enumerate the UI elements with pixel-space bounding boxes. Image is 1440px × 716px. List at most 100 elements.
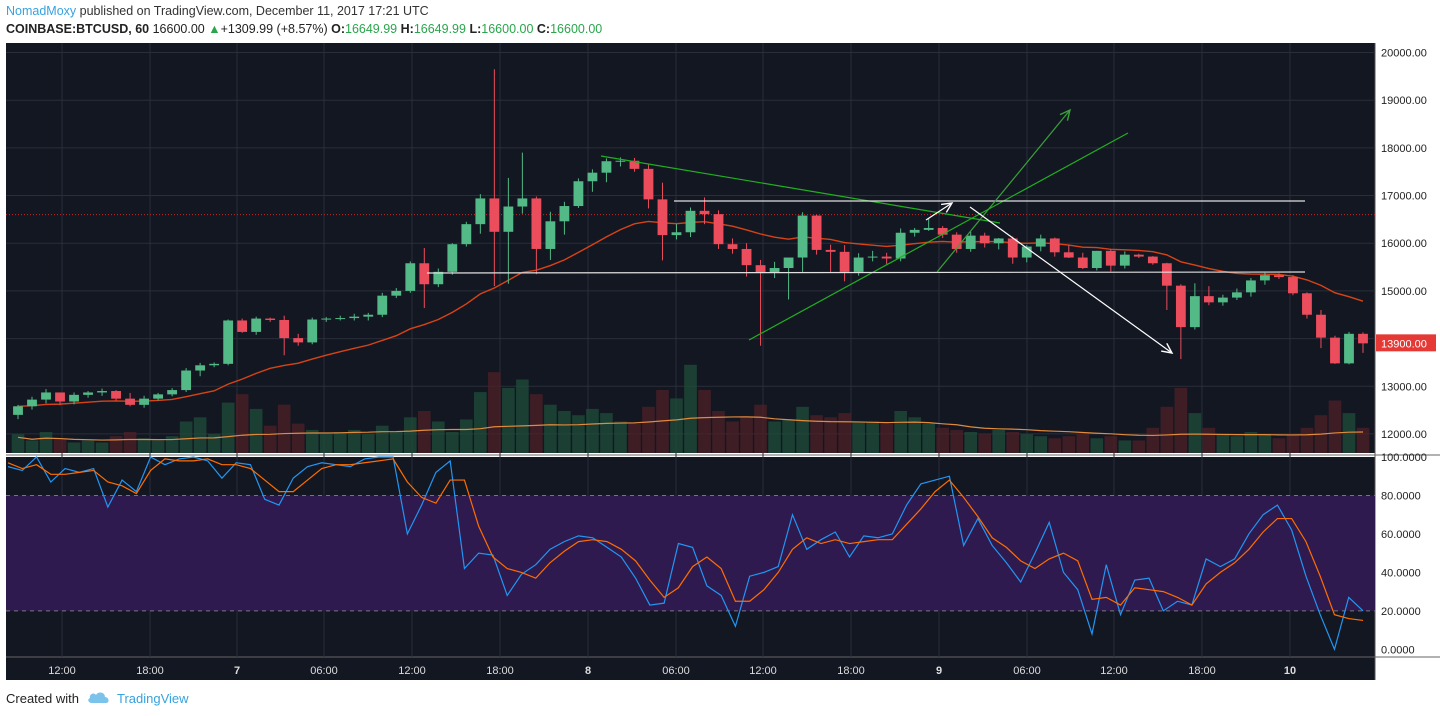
price-scale <box>1375 43 1440 680</box>
volume-bar <box>950 429 964 453</box>
candle-body <box>559 206 570 222</box>
volume-bar <box>67 442 81 453</box>
volume-bar <box>922 423 935 453</box>
volume-bar <box>1104 436 1118 453</box>
candle-body <box>405 263 416 291</box>
volume-bar <box>782 419 795 453</box>
volume-bar <box>894 411 907 453</box>
volume-bar <box>852 421 865 453</box>
volume-bar <box>1230 436 1244 453</box>
candle-body <box>307 319 318 343</box>
candle-body <box>111 391 121 399</box>
open-label: O: <box>331 22 345 36</box>
candle-body <box>1288 277 1298 294</box>
price-tick-label: 20000.00 <box>1381 48 1427 60</box>
volume-bar <box>1342 413 1356 453</box>
volume-bar <box>403 417 417 453</box>
volume-bar <box>1090 438 1104 453</box>
volume-bar <box>1006 432 1020 453</box>
volume-bar <box>908 417 921 453</box>
volume-bar <box>838 413 851 453</box>
low-label: L: <box>469 22 482 36</box>
volume-bar <box>614 421 627 453</box>
stoch-band <box>6 495 1375 611</box>
author-link[interactable]: NomadMoxy <box>6 4 77 18</box>
volume-bar <box>333 432 347 453</box>
candle-body <box>335 318 346 320</box>
interval-label: 60 <box>135 22 150 36</box>
volume-bar <box>1132 440 1146 453</box>
volume-bar <box>992 429 1006 453</box>
candle-body <box>797 215 808 258</box>
candle-body <box>447 244 458 272</box>
volume-bar <box>810 415 823 453</box>
candle-body <box>671 232 682 236</box>
high-label: H: <box>400 22 414 36</box>
candle-body <box>965 235 976 249</box>
time-tick-label: 7 <box>234 665 240 677</box>
candle-body <box>27 399 37 407</box>
candle-body <box>1119 254 1130 266</box>
candle-body <box>685 210 696 233</box>
low-value: 16600.00 <box>481 22 534 36</box>
volume-bar <box>347 429 361 453</box>
volume-bar <box>81 440 95 453</box>
volume-bar <box>586 408 599 453</box>
candle-body <box>1302 293 1312 315</box>
volume-bar <box>502 387 515 453</box>
candle-body <box>503 206 514 232</box>
volume-bar <box>179 421 193 453</box>
price-chart[interactable]: 20000.00 19000.00 18000.00 17000.00 16000.00… <box>0 40 1440 685</box>
candle-body <box>1147 256 1158 264</box>
price-tick-label: 13000.00 <box>1381 381 1427 393</box>
change-value: +1309.99 (+8.57%) <box>220 22 328 36</box>
volume-bar <box>1160 406 1174 453</box>
stoch-tick-label: 20.0000 <box>1381 606 1421 618</box>
candle-body <box>937 227 948 235</box>
candle-body <box>1035 238 1046 247</box>
time-tick-label: 10 <box>1284 665 1296 677</box>
candle-body <box>993 238 1004 244</box>
candle-body <box>531 198 542 249</box>
volume-bar <box>460 419 473 453</box>
volume-bar <box>600 413 613 453</box>
candle-body <box>55 392 65 402</box>
volume-bar <box>432 421 445 453</box>
volume-bar <box>530 394 543 453</box>
volume-bar <box>936 427 949 453</box>
open-value: 16649.99 <box>345 22 398 36</box>
stoch-d-line <box>7 458 1364 622</box>
green-arrow-head <box>1059 108 1072 121</box>
candle-body <box>545 221 556 249</box>
candle-body <box>979 235 990 244</box>
volume-bar <box>1328 400 1342 453</box>
candle-body <box>699 210 710 215</box>
candle-body <box>657 199 668 236</box>
tradingview-brand-link[interactable]: TradingView <box>116 691 189 706</box>
last-price: 16600.00 <box>152 22 205 36</box>
candle-body <box>363 314 374 317</box>
candle-body <box>853 257 864 272</box>
green-trendline <box>600 155 1001 224</box>
volume-bar <box>1286 434 1300 453</box>
high-value: 16649.99 <box>413 22 466 36</box>
candle-body <box>321 318 332 320</box>
candle-body <box>1330 337 1340 364</box>
volume-bar <box>474 392 487 453</box>
time-tick-label: 8 <box>585 665 591 677</box>
stoch-tick-label: 0.0000 <box>1381 644 1415 656</box>
time-tick-label: 18:00 <box>486 665 514 677</box>
candle-body <box>167 390 178 395</box>
volume-bar <box>670 398 683 453</box>
time-tick-label: 06:00 <box>1013 665 1041 677</box>
candle-body <box>783 257 794 269</box>
candle-body <box>489 198 500 232</box>
volume-bar <box>866 421 879 453</box>
candle-body <box>909 229 920 233</box>
stoch-k-line <box>7 456 1364 652</box>
volume-bar <box>740 417 753 453</box>
candle-body <box>1203 296 1214 303</box>
white-trendline <box>426 271 1306 274</box>
candle-body <box>769 268 780 273</box>
candle-body <box>811 215 822 250</box>
